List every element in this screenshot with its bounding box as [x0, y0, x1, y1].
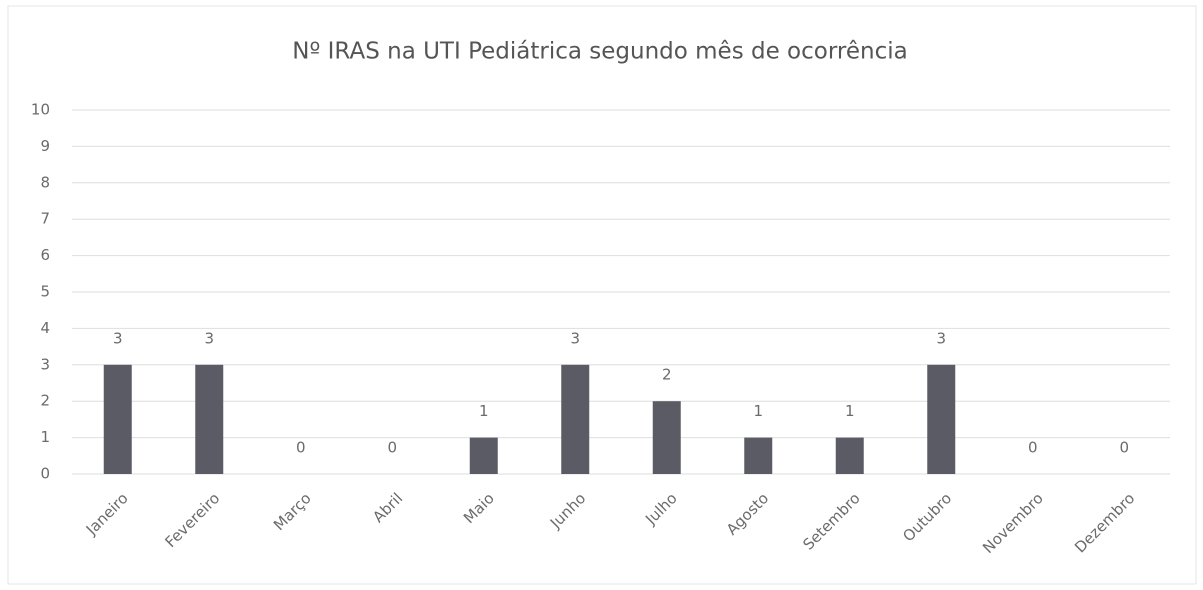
data-label: 0 — [1028, 439, 1038, 457]
data-label: 3 — [570, 329, 580, 347]
data-label: 1 — [845, 402, 855, 420]
data-label: 0 — [387, 439, 397, 457]
y-tick-label: 3 — [40, 355, 50, 373]
y-tick-label: 6 — [40, 246, 50, 264]
y-tick-label: 7 — [40, 210, 50, 228]
chart-frame — [7, 5, 1197, 585]
bar — [103, 364, 132, 474]
data-label: 3 — [936, 329, 946, 347]
data-label: 3 — [204, 329, 214, 347]
y-tick-label: 4 — [40, 319, 50, 337]
data-label: 3 — [113, 329, 123, 347]
y-tick-label: 2 — [40, 392, 50, 410]
y-tick-label: 0 — [40, 465, 50, 483]
y-tick-label: 8 — [40, 173, 50, 191]
data-label: 0 — [296, 439, 306, 457]
bar — [561, 364, 590, 474]
bar — [469, 437, 498, 474]
data-label: 2 — [662, 366, 672, 384]
bar — [744, 437, 773, 474]
bar — [195, 364, 224, 474]
data-label: 0 — [1119, 439, 1129, 457]
data-label: 1 — [479, 402, 489, 420]
y-tick-label: 9 — [40, 137, 50, 155]
bar — [927, 364, 956, 474]
y-tick-label: 10 — [31, 101, 50, 119]
chart-title: Nº IRAS na UTI Pediátrica segundo mês de… — [292, 39, 907, 65]
y-tick-label: 1 — [40, 428, 50, 446]
y-tick-label: 5 — [40, 283, 50, 301]
bar — [652, 401, 681, 474]
bar — [835, 437, 864, 474]
data-label: 1 — [753, 402, 763, 420]
